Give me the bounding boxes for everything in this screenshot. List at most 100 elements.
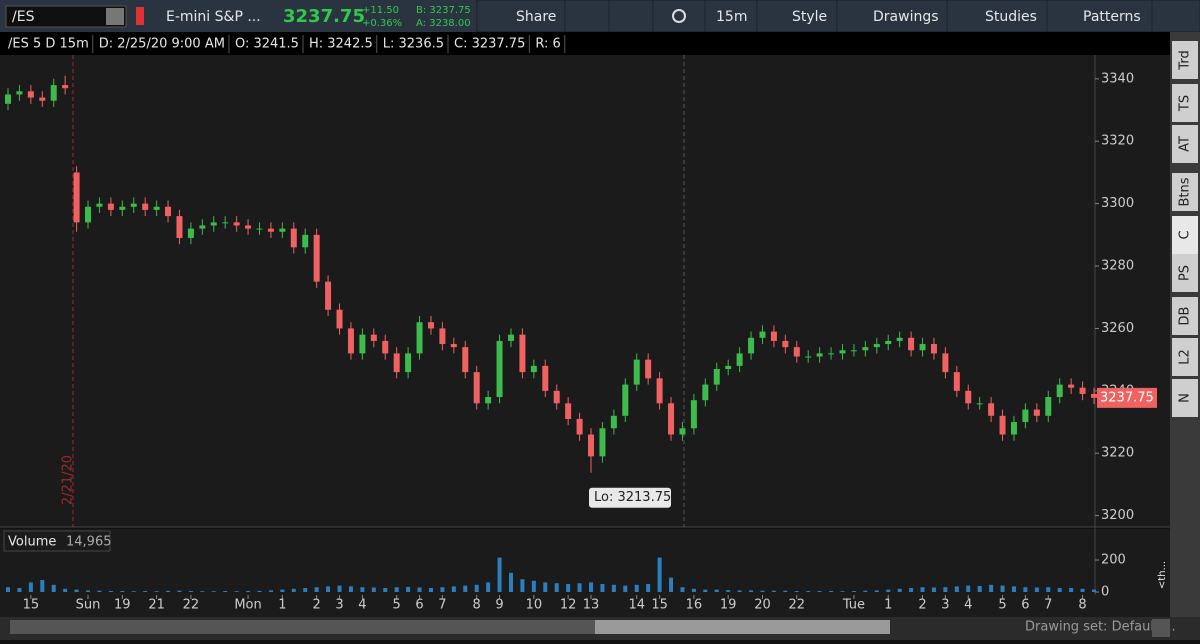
candle-body [119, 206, 126, 210]
volume-bar [143, 591, 148, 592]
info-symbol: /ES 5 D 15m [8, 37, 89, 52]
candle-body [633, 359, 640, 385]
candle-body [1010, 422, 1017, 435]
interval-button[interactable] [704, 0, 758, 33]
side-tab-label: L2 [1178, 349, 1193, 365]
candle-body [702, 384, 709, 401]
volume-bar [1046, 587, 1051, 592]
screenshot-button[interactable] [564, 0, 610, 33]
x-tick-label: 1 [884, 598, 892, 613]
candle-body [382, 340, 389, 354]
scrollbar-thumb[interactable] [595, 620, 890, 634]
side-tab[interactable] [1172, 173, 1198, 211]
style-button[interactable] [756, 0, 838, 33]
volume-bar [440, 587, 445, 592]
candle-body [39, 97, 46, 101]
info-date: D: 2/25/20 9:00 AM [99, 37, 225, 52]
volume-bar [166, 590, 171, 592]
info-close: C: 3237.75 [454, 37, 525, 52]
side-tab-label: Btns [1178, 177, 1193, 206]
volume-bar [486, 582, 491, 592]
volume-bar [1080, 588, 1085, 592]
volume-tick-label: 0 [1101, 585, 1109, 600]
candle-body [530, 365, 537, 373]
volume-bar [177, 590, 182, 592]
candle-body [793, 347, 800, 357]
menu-button[interactable] [1151, 0, 1200, 33]
volume-bar [726, 590, 731, 592]
candle-body [999, 415, 1006, 435]
x-tick-label: 21 [148, 598, 165, 613]
candle-body [187, 228, 194, 238]
volume-bar [86, 590, 91, 592]
volume-bar [1057, 588, 1062, 592]
volume-bar [406, 586, 411, 592]
x-tick-label: Sun [76, 598, 101, 613]
volume-bar [806, 591, 811, 592]
side-tab-label: AT [1178, 136, 1193, 152]
drawing-set: Drawing set: Default ... [1025, 620, 1176, 635]
plot: 32003220324032603280330033203340020015Su… [5, 71, 1157, 613]
volume-bar [314, 587, 319, 592]
side-tab[interactable] [1172, 84, 1198, 122]
last-price-tag [1097, 387, 1157, 408]
side-tab[interactable] [1172, 125, 1198, 163]
candle-body [199, 225, 206, 229]
drawing-set-dropdown[interactable] [1152, 619, 1170, 637]
volume-bar [463, 585, 468, 592]
net-change: +11.50 [362, 5, 399, 16]
side-tab[interactable] [1172, 297, 1198, 335]
info-high: H: 3242.5 [309, 37, 373, 52]
patterns-button[interactable] [1046, 0, 1153, 33]
side-tab[interactable] [1172, 216, 1198, 254]
candle-body [496, 340, 503, 398]
volume-bar [909, 588, 914, 592]
candle-body [885, 340, 892, 345]
side-tab[interactable] [1172, 254, 1198, 292]
volume-bar [348, 586, 353, 592]
symbol: /ES [12, 9, 35, 25]
candle-body [50, 85, 57, 101]
side-tab[interactable] [1172, 41, 1198, 79]
candle-body [96, 203, 103, 207]
volume-bar [566, 584, 571, 592]
info-items: /ES 5 D 15m D: 2/25/20 9:00 AM O: 3241.5 H:… [8, 35, 566, 53]
candle-body [645, 359, 652, 379]
candle-body [668, 403, 675, 435]
candle-body [16, 91, 23, 95]
lab-button[interactable] [608, 0, 654, 33]
candle-body [347, 328, 354, 354]
volume-bar [611, 584, 616, 592]
volume-bar [246, 591, 251, 592]
volume-bar [886, 589, 891, 592]
candle-body [770, 331, 777, 341]
candle-body [576, 418, 583, 435]
candle-body [210, 222, 217, 226]
candle-body [862, 347, 869, 351]
symbol-dropdown[interactable] [106, 8, 124, 25]
volume-bar [874, 590, 879, 592]
side-tab[interactable] [1172, 338, 1198, 376]
volume-bar [6, 587, 10, 592]
symbol-box[interactable] [5, 5, 127, 28]
side-tab[interactable] [1172, 379, 1198, 417]
candle-body [599, 428, 606, 457]
info-bar [0, 32, 1200, 55]
volume-panel [0, 529, 1170, 595]
candle-body [873, 344, 880, 348]
volume-bar [783, 590, 788, 592]
volume-bar [337, 585, 342, 592]
candle-body [370, 334, 377, 341]
volume-bar [600, 584, 605, 592]
volume-bar [920, 587, 925, 592]
volume-bar [1069, 588, 1074, 592]
volume-bar [131, 591, 136, 592]
y-tick-label: 3300 [1101, 196, 1134, 211]
settings-button[interactable] [652, 0, 706, 33]
bid: B: 3237.75 [416, 5, 471, 16]
candle-body [62, 85, 69, 89]
x-tick-label: 3 [335, 598, 343, 613]
x-tick-label: 14 [628, 598, 645, 613]
studies-button[interactable] [946, 0, 1048, 33]
volume-bar [531, 580, 536, 592]
